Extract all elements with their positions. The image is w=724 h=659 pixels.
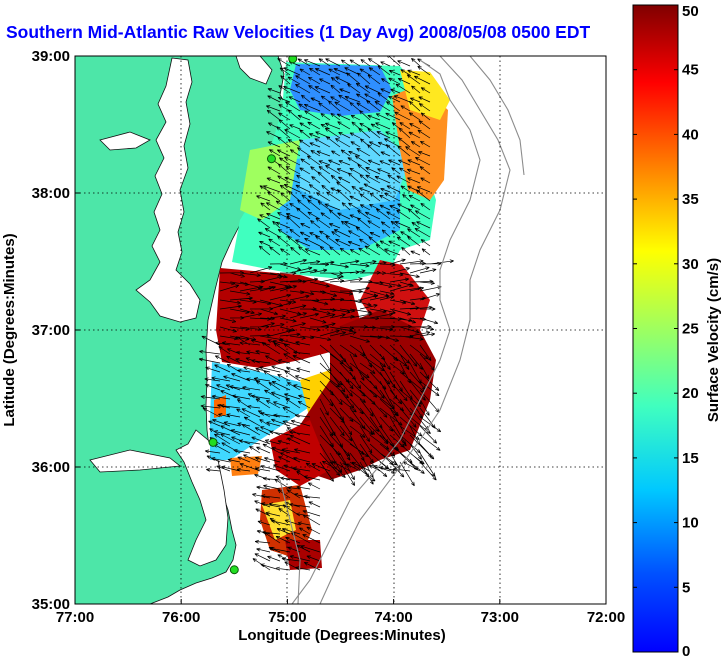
colorbar-tick-label: 50: [682, 3, 699, 20]
graticule: [75, 56, 606, 604]
lat-tick-label: 35:00: [32, 596, 70, 613]
lat-tick-label: 39:00: [32, 48, 70, 65]
colorbar-tick-label: 45: [682, 62, 699, 79]
lon-tick-label: 75:00: [268, 609, 306, 626]
y-axis-label: Latitude (Degrees:Minutes): [1, 233, 18, 426]
longitude-ticks: 77:00 76:00 75:00 74:00 73:00 72:00: [56, 599, 625, 626]
map-title: Southern Mid-Atlantic Raw Velocities (1 …: [6, 22, 591, 42]
river-estuary: [89, 449, 182, 473]
colorbar-label: Surface Velocity (cm/s): [705, 258, 722, 422]
lat-tick-label: 36:00: [32, 459, 70, 476]
station-marker: [208, 437, 218, 447]
colorbar-tick-label: 20: [682, 385, 699, 402]
bathymetry-contours: [279, 56, 525, 604]
lat-tick-label: 38:00: [32, 185, 70, 202]
colorbar-tick-label: 40: [682, 126, 699, 143]
river-estuary: [99, 131, 151, 151]
lon-tick-label: 72:00: [587, 609, 625, 626]
lon-tick-label: 77:00: [56, 609, 94, 626]
x-axis-label: Longitude (Degrees:Minutes): [238, 627, 446, 644]
arrow-set: [198, 56, 454, 571]
colorbar-ticks: 0 5 10 15 20 25 30 35 40 45 50: [633, 3, 699, 659]
colorbar-tick-label: 0: [682, 643, 690, 659]
lon-tick-label: 76:00: [162, 609, 200, 626]
delaware-bay: [235, 56, 273, 85]
colorbar: [632, 4, 679, 653]
colorbar-tick-label: 35: [682, 191, 699, 208]
velocity-arrows: [198, 56, 454, 571]
station-marker: [288, 56, 298, 64]
velocity-field: [210, 62, 450, 570]
colorbar-tick-label: 10: [682, 515, 699, 532]
colorbar-tick-label: 5: [682, 579, 690, 596]
station-marker: [229, 565, 239, 575]
colorbar-tick-label: 25: [682, 321, 699, 338]
colorbar-tick-label: 30: [682, 256, 699, 273]
lon-tick-label: 73:00: [481, 609, 519, 626]
latitude-ticks: 39:00 38:00 37:00 36:00 35:00: [32, 48, 80, 613]
lon-tick-label: 74:00: [374, 609, 412, 626]
colorbar-tick-label: 15: [682, 450, 699, 467]
station-markers: [208, 56, 298, 575]
station-marker: [266, 154, 276, 164]
chesapeake-bay: [135, 57, 201, 323]
lat-tick-label: 37:00: [32, 322, 70, 339]
